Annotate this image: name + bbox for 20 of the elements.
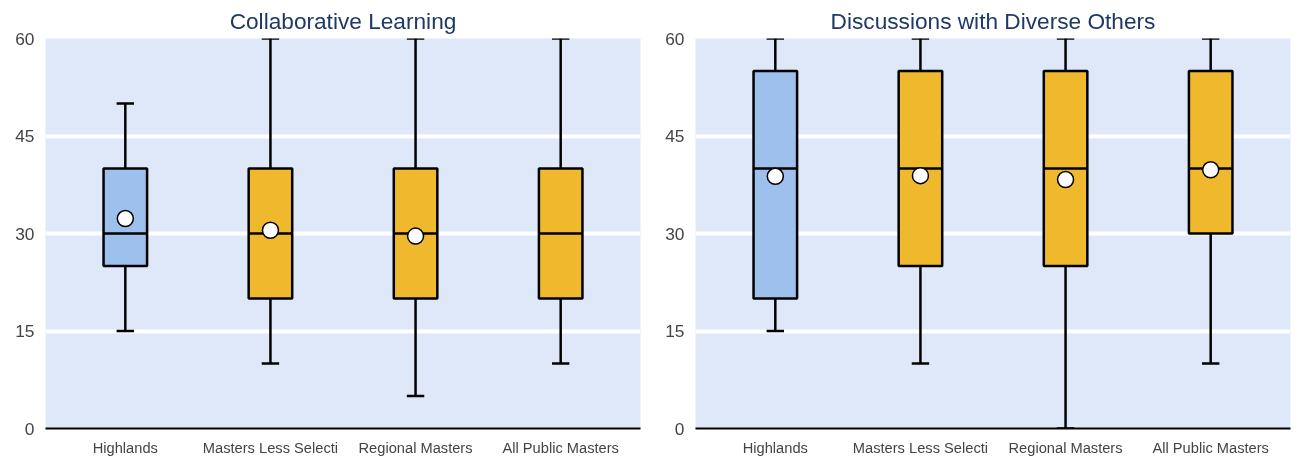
x-tick-label: Masters Less Selecti <box>202 439 339 456</box>
chart-title: Collaborative Learning <box>229 7 457 34</box>
y-tick-label: 60 <box>665 28 685 49</box>
y-tick-label: 0 <box>674 418 685 439</box>
x-tick-label: All Public Masters <box>502 439 619 456</box>
y-tick-label: 15 <box>15 321 35 341</box>
y-tick-label: 60 <box>15 28 35 49</box>
x-tick-label: Highlands <box>742 439 808 456</box>
y-tick-label: 45 <box>665 126 685 146</box>
y-tick-label: 30 <box>665 223 685 244</box>
y-tick-label: 30 <box>15 223 35 244</box>
x-tick-label: Highlands <box>92 439 158 456</box>
x-tick-label: Masters Less Selecti <box>852 439 989 456</box>
x-tick-label: Regional Masters <box>1008 439 1123 456</box>
y-tick-label: 0 <box>24 418 35 439</box>
y-tick-label: 45 <box>15 126 35 146</box>
x-tick-label: All Public Masters <box>1152 439 1269 456</box>
y-tick-label: 15 <box>665 321 685 341</box>
chart-title: Discussions with Diverse Others <box>830 7 1156 34</box>
x-tick-label: Regional Masters <box>358 439 473 456</box>
